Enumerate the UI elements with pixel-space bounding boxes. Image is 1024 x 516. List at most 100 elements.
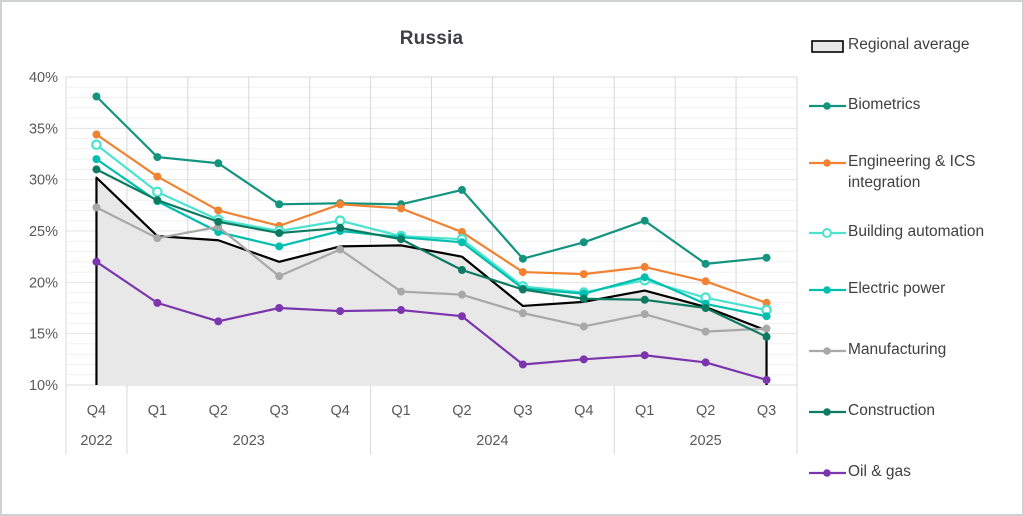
- regional-average-area: [96, 177, 767, 385]
- legend-swatch-construction: [809, 408, 846, 416]
- data-point: [579, 355, 588, 364]
- legend-item-electric-power: Electric power: [808, 279, 945, 300]
- data-point: [153, 153, 162, 162]
- y-axis-label: 30%: [29, 173, 58, 189]
- legend-label: Electric power: [848, 280, 946, 297]
- legend-item-oil-gas: Oil & gas: [808, 462, 911, 483]
- legend-label: Regional average: [848, 36, 970, 53]
- x-axis-quarter-label: Q2: [209, 403, 228, 419]
- legend-swatch-biometrics: [809, 102, 846, 110]
- data-point: [91, 139, 102, 151]
- data-point: [397, 235, 406, 244]
- data-point: [214, 317, 223, 326]
- legend-label: Building automation: [848, 223, 985, 240]
- y-axis-labels: 40% 35% 30% 25% 20% 15% 10%: [29, 70, 58, 394]
- x-axis-year-label: 2024: [476, 433, 508, 449]
- x-axis-quarter-label: Q2: [452, 403, 471, 419]
- x-axis-year-label: 2025: [689, 433, 721, 449]
- data-point: [579, 294, 588, 303]
- legend-label: Construction: [848, 402, 936, 419]
- data-point: [640, 273, 649, 282]
- data-point: [153, 298, 162, 307]
- legend-item-building-automation: Building automation: [808, 222, 984, 243]
- data-point: [336, 223, 345, 232]
- series-engineering-ics-integration: [92, 130, 771, 307]
- series-line-construction: [95, 168, 768, 338]
- data-point: [92, 92, 101, 101]
- legend-swatch-manufacturing: [809, 347, 846, 355]
- series-line-engineering-ics-integration: [95, 133, 767, 304]
- data-point: [397, 204, 406, 213]
- series-line-manufacturing: [95, 206, 767, 333]
- x-axis-quarter-label: Q3: [270, 403, 289, 419]
- data-point: [92, 257, 101, 266]
- data-point: [397, 306, 406, 315]
- data-point: [579, 238, 588, 247]
- y-axis-label: 15%: [29, 327, 58, 343]
- data-point: [92, 203, 101, 212]
- data-point: [214, 217, 223, 226]
- legend-item-construction: Construction: [808, 401, 935, 422]
- x-axis-quarter-label: Q2: [696, 403, 715, 419]
- data-point: [701, 304, 710, 312]
- data-point: [153, 172, 162, 181]
- data-point: [275, 242, 284, 251]
- data-point: [640, 310, 649, 319]
- legend-label: Oil & gas: [848, 463, 911, 480]
- series-line-biometrics: [95, 95, 767, 265]
- x-axis-quarter-label: Q4: [330, 403, 349, 419]
- chart-title: Russia: [399, 28, 464, 49]
- data-point: [518, 309, 527, 318]
- series-line-electric-power: [95, 158, 767, 318]
- data-point: [152, 186, 163, 198]
- x-axis-quarter-label: Q4: [87, 403, 106, 419]
- data-point: [457, 266, 466, 275]
- data-point: [336, 307, 345, 316]
- data-point: [701, 259, 710, 268]
- data-point: [701, 277, 710, 286]
- data-point: [518, 268, 527, 277]
- data-point: [762, 253, 771, 262]
- legend-item-regional-average: Regional average: [808, 35, 970, 56]
- data-point: [640, 295, 649, 304]
- legend-swatch-regional-average: [811, 40, 844, 53]
- data-point: [275, 272, 284, 281]
- x-axis-quarter-label: Q1: [148, 403, 167, 419]
- data-point: [275, 229, 284, 238]
- data-point: [701, 327, 710, 336]
- legend-label: Biometrics: [848, 96, 921, 113]
- data-point: [275, 304, 284, 312]
- data-point: [457, 228, 466, 237]
- legend-swatch-oil-gas: [809, 469, 846, 477]
- y-axis-label: 20%: [29, 275, 58, 291]
- data-point: [336, 200, 345, 209]
- x-axis-quarter-label: Q3: [513, 403, 532, 419]
- data-point: [153, 234, 162, 243]
- data-point: [579, 322, 588, 331]
- y-axis-label: 25%: [29, 224, 58, 240]
- y-axis-label: 10%: [29, 378, 58, 394]
- data-point: [92, 165, 101, 174]
- data-point: [214, 159, 223, 168]
- legend-swatch-electric-power: [809, 286, 846, 294]
- data-point: [214, 206, 223, 215]
- series-biometrics: [92, 92, 771, 268]
- data-point: [762, 312, 771, 321]
- data-point: [397, 287, 406, 296]
- data-point: [92, 155, 101, 164]
- data-point: [275, 200, 284, 209]
- data-point: [457, 312, 466, 321]
- data-point: [518, 285, 527, 294]
- legend-label: Manufacturing: [848, 341, 947, 358]
- x-axis-year-label: 2023: [233, 433, 265, 449]
- legend-label: Engineering & ICS integration: [848, 153, 976, 191]
- data-point: [92, 130, 101, 139]
- y-axis-label: 40%: [29, 70, 58, 86]
- data-point: [579, 270, 588, 279]
- y-axis-label: 35%: [29, 121, 58, 137]
- data-point: [762, 324, 771, 333]
- data-point: [762, 332, 771, 341]
- x-axis: Q4 Q1 Q2 Q3 Q4 Q1 Q2 Q3 Q4 Q1 Q2 Q3 2022 2023 2024 2025: [65, 385, 798, 454]
- x-axis-year-label: 2022: [80, 433, 112, 449]
